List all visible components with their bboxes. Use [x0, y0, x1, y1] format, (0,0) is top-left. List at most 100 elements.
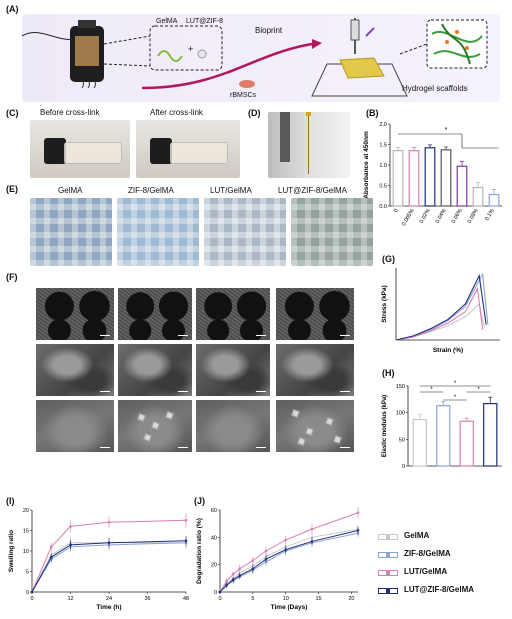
b-bar: [488, 193, 500, 207]
b-xtick-label: 0.005%: [401, 208, 416, 227]
i-ytick-label: 10: [23, 549, 29, 555]
panel-label-g: (G): [382, 254, 395, 264]
i-ytick-label: 20: [23, 508, 29, 514]
legend-label: GelMA: [404, 531, 430, 540]
scaffold-photo-lut-zif-gelma: [291, 198, 373, 266]
i-point: [184, 518, 188, 522]
i-point: [184, 539, 188, 543]
j-xtick-label: 5: [251, 596, 254, 602]
label-e-lut-zif-gelma: LUT@ZIF-8/GelMA: [278, 186, 348, 195]
j-series-line: [219, 530, 359, 593]
i-point: [49, 545, 53, 549]
j-series-line: [219, 532, 359, 593]
j-ytick-label: 20: [211, 563, 217, 569]
j-point: [238, 567, 242, 571]
legend-swatch: [378, 552, 398, 558]
i-series-line: [31, 542, 186, 593]
panel-label-h: (H): [382, 368, 395, 378]
sem-lut-gelma-high: [196, 400, 270, 452]
j-point: [238, 574, 242, 577]
j-point: [218, 590, 222, 594]
label-e-zif-gelma: ZIF-8/GelMA: [128, 186, 174, 195]
b-ylabel: Absorbance at 450nm: [363, 131, 370, 199]
j-point: [264, 549, 268, 553]
h-ytick-label: 50: [399, 437, 405, 443]
i-xtick-label: 36: [144, 596, 150, 602]
chart-h-elastic-modulus: 0 50 100 150 Elastic modulus (kPa) * * * *: [382, 381, 502, 470]
panel-label-e: (E): [6, 184, 18, 194]
i-xtick-label: 48: [183, 596, 189, 602]
i-xtick-label: 24: [106, 596, 112, 602]
j-xtick-label: 20: [348, 596, 354, 602]
label-lut-zif: LUT@ZIF-8: [186, 18, 224, 25]
b-xtick-label: 0.06%: [451, 208, 464, 225]
b-bar: [408, 150, 420, 207]
j-point: [310, 536, 314, 539]
h-sig-star: *: [430, 387, 433, 393]
sem-lut-zif-gelma-high: [276, 400, 354, 452]
b-ytick-label: 0.5: [379, 184, 387, 190]
g-ylabel: Stress (kPa): [381, 285, 388, 323]
j-ytick-label: 0: [214, 590, 217, 596]
label-plus: +: [188, 44, 194, 54]
chart-g-stress-strain: Stress (kPa) Strain (%): [381, 268, 500, 354]
j-point: [356, 529, 360, 532]
i-ytick-label: 0: [26, 590, 29, 596]
h-ytick-label: 100: [396, 411, 405, 417]
i-series-line: [31, 542, 187, 593]
legend-marker: [386, 589, 390, 593]
i-ylabel: Swelling ratio: [8, 530, 15, 572]
legend-label: ZIF-8/GelMA: [404, 549, 451, 558]
legend-item: GelMA: [378, 530, 508, 544]
j-point: [356, 511, 360, 515]
h-bar: [412, 418, 427, 467]
b-bar: [392, 150, 404, 207]
label-gelma: GelMA: [156, 18, 178, 25]
h-bar: [436, 405, 451, 467]
b-bar: [456, 165, 468, 207]
photo-before-crosslink: [30, 120, 130, 178]
i-point: [30, 590, 34, 594]
legend-label: LUT@ZIF-8/GelMA: [404, 585, 475, 594]
j-series-line: [219, 512, 359, 593]
panel-label-a: (A): [6, 4, 19, 14]
j-xlabel: Time (Days): [271, 604, 308, 611]
j-xtick-label: 0: [218, 596, 221, 602]
i-point: [69, 525, 72, 528]
sem-zif-gelma-high: [118, 400, 192, 452]
j-point: [225, 583, 228, 587]
j-ylabel: Degradation ratio (%): [196, 518, 203, 584]
g-series-line: [395, 272, 489, 341]
sem-lut-zif-gelma-low: [276, 288, 354, 340]
j-point: [251, 567, 255, 571]
i-ytick-label: 15: [23, 529, 29, 535]
label-hydrogel-scaffolds: Hydrogel scaffolds: [402, 84, 468, 93]
i-point: [49, 555, 53, 559]
j-point: [264, 557, 268, 561]
h-bar: [483, 403, 498, 467]
panel-label-d: (D): [248, 108, 261, 118]
legend-swatch: [378, 588, 398, 594]
j-point: [225, 579, 228, 583]
j-xtick-label: 10: [283, 596, 289, 602]
b-ytick-label: 1.5: [379, 143, 387, 149]
i-point: [69, 543, 72, 547]
chart-i-swelling: 0 5 10 15 20 0 12 24 36 48 Swelling ratio Time (h): [8, 508, 189, 611]
panel-e-label-row: GelMA ZIF-8/GelMA LUT/GelMA LUT@ZIF-8/Ge…: [30, 186, 372, 198]
g-series-line: [395, 273, 487, 341]
label-after-crosslink: After cross-link: [150, 108, 203, 117]
legend-item: ZIF-8/GelMA: [378, 548, 508, 562]
j-xtick-label: 15: [316, 596, 322, 602]
scaffold-photo-gelma: [30, 198, 112, 266]
label-e-lut-gelma: LUT/GelMA: [210, 186, 252, 195]
g-series-line: [395, 286, 484, 341]
b-xtick-label: 0: [393, 208, 400, 214]
sem-gelma-high: [36, 400, 114, 452]
j-point: [284, 548, 288, 551]
h-ylabel: Elastic modulus (kPa): [382, 395, 388, 457]
i-xtick-label: 0: [30, 596, 33, 602]
b-ytick-label: 1.0: [379, 163, 387, 169]
legend-item: LUT/GelMA: [378, 566, 508, 580]
g-xlabel: Strain (%): [433, 347, 463, 354]
legend-marker: [386, 571, 390, 575]
